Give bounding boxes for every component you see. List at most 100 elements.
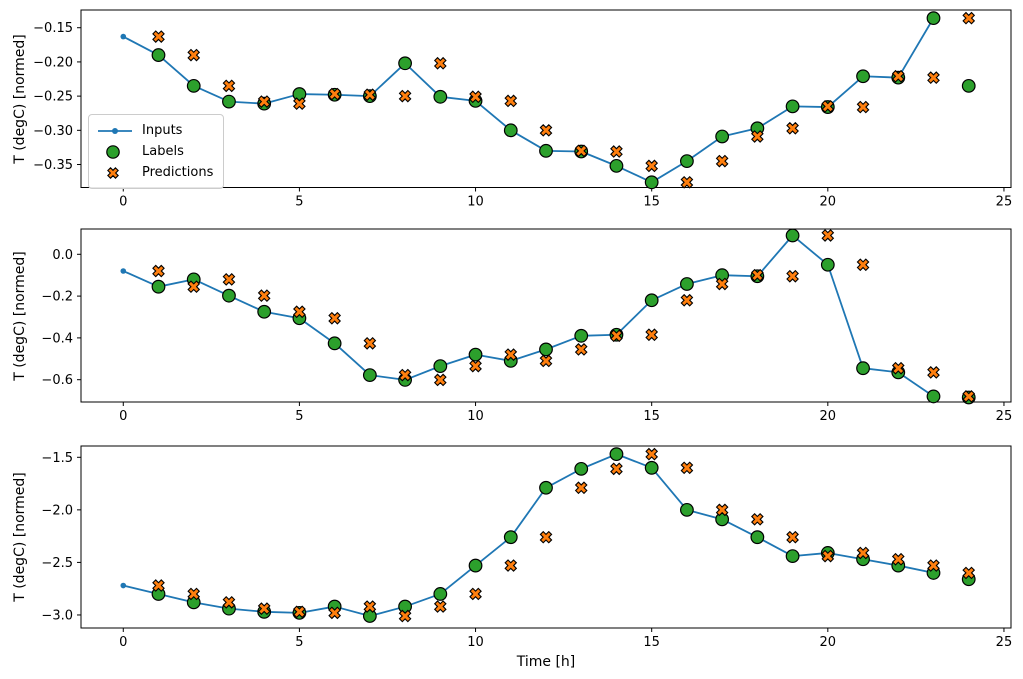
prediction-marker [856, 546, 870, 560]
prediction-marker [152, 30, 165, 43]
legend-label-predictions: Predictions [142, 164, 214, 180]
y-tick-label: −1.5 [41, 451, 73, 466]
x-tick-label: 15 [643, 409, 660, 424]
label-marker [926, 11, 941, 26]
label-marker [609, 158, 624, 173]
x-tick-label: 25 [996, 409, 1013, 424]
x-tick-label: 5 [295, 409, 303, 424]
y-tick-label: −0.15 [33, 21, 73, 36]
legend-item-labels: Labels [96, 141, 213, 162]
prediction-marker [680, 293, 694, 307]
prediction-marker [328, 311, 341, 325]
label-marker [362, 368, 377, 383]
prediction-marker [927, 559, 940, 572]
prediction-marker [751, 512, 764, 526]
prediction-marker [257, 602, 271, 616]
y-tick-label: −3.0 [41, 608, 73, 623]
prediction-marker [962, 566, 976, 580]
label-marker [222, 94, 236, 109]
y-tick-label: −0.30 [33, 124, 73, 139]
y-tick-label: −0.25 [33, 90, 73, 105]
legend-item-predictions: Predictions [96, 162, 213, 183]
label-marker [961, 78, 976, 93]
prediction-marker [574, 343, 588, 356]
label-marker [680, 277, 694, 291]
prediction-marker [715, 154, 729, 168]
prediction-marker [222, 273, 236, 286]
y-tick-label: −2.0 [41, 503, 73, 518]
label-marker [856, 361, 870, 376]
x-tick-label: 20 [820, 409, 837, 424]
label-marker [151, 279, 166, 294]
prediction-marker [152, 264, 165, 278]
label-marker [609, 447, 624, 462]
y-tick-label: −0.4 [41, 331, 73, 346]
label-marker [151, 48, 166, 62]
y-tick-label: −0.35 [33, 158, 73, 173]
label-marker [644, 460, 659, 475]
prediction-marker [574, 481, 588, 495]
label-marker [680, 502, 694, 517]
prediction-marker [504, 94, 518, 108]
x-cross-icon [107, 166, 119, 179]
prediction-marker [187, 48, 201, 62]
label-marker [362, 609, 377, 623]
y-tick-label: −0.2 [41, 290, 73, 305]
line-dot-icon [98, 127, 132, 134]
label-marker [750, 530, 765, 545]
label-marker [574, 328, 589, 343]
label-marker [539, 143, 553, 158]
label-marker [468, 347, 483, 362]
prediction-marker [363, 336, 377, 350]
prediction-marker [786, 121, 799, 135]
prediction-marker [821, 229, 835, 242]
label-marker [820, 257, 835, 272]
label-marker [327, 336, 342, 351]
legend-label-labels: Labels [142, 143, 184, 159]
prediction-marker [715, 277, 729, 291]
prediction-marker [610, 145, 623, 158]
prediction-marker [962, 390, 976, 403]
subplot-1-frame [80, 9, 1012, 188]
y-axis-label-subplot-2: T (degC) [normed] [12, 251, 28, 381]
x-tick-label: 20 [820, 635, 837, 650]
x-tick-label: 5 [295, 635, 303, 650]
prediction-marker [786, 530, 799, 544]
prediction-marker [680, 461, 694, 475]
x-tick-label: 20 [820, 195, 837, 210]
prediction-marker [715, 503, 729, 517]
label-marker [503, 123, 518, 138]
y-tick-label: −0.6 [41, 373, 73, 388]
y-tick-label: −2.5 [41, 556, 73, 571]
prediction-marker [363, 600, 377, 613]
prediction-marker [257, 95, 271, 108]
prediction-marker [821, 100, 835, 113]
prediction-marker [152, 579, 165, 592]
input-dot-marker [120, 33, 127, 40]
label-marker [644, 293, 659, 308]
label-marker [503, 530, 518, 545]
x-tick-label: 25 [996, 635, 1013, 650]
label-marker [785, 99, 800, 114]
prediction-marker [645, 447, 659, 461]
label-marker [574, 461, 589, 476]
prediction-marker [328, 87, 341, 101]
label-marker [292, 87, 307, 101]
prediction-marker [293, 97, 306, 111]
input-dot-marker [120, 582, 127, 589]
prediction-marker [293, 605, 306, 619]
label-marker [186, 78, 201, 93]
label-marker [222, 288, 236, 303]
label-marker [785, 228, 800, 243]
prediction-marker [927, 71, 940, 85]
label-marker [539, 480, 553, 495]
prediction-marker [469, 90, 482, 104]
x-tick-label: 10 [467, 195, 484, 210]
prediction-marker [398, 89, 412, 103]
label-marker [785, 549, 800, 564]
prediction-marker [433, 600, 447, 613]
prediction-marker [187, 280, 201, 294]
label-marker [715, 129, 730, 144]
label-marker [644, 175, 659, 190]
